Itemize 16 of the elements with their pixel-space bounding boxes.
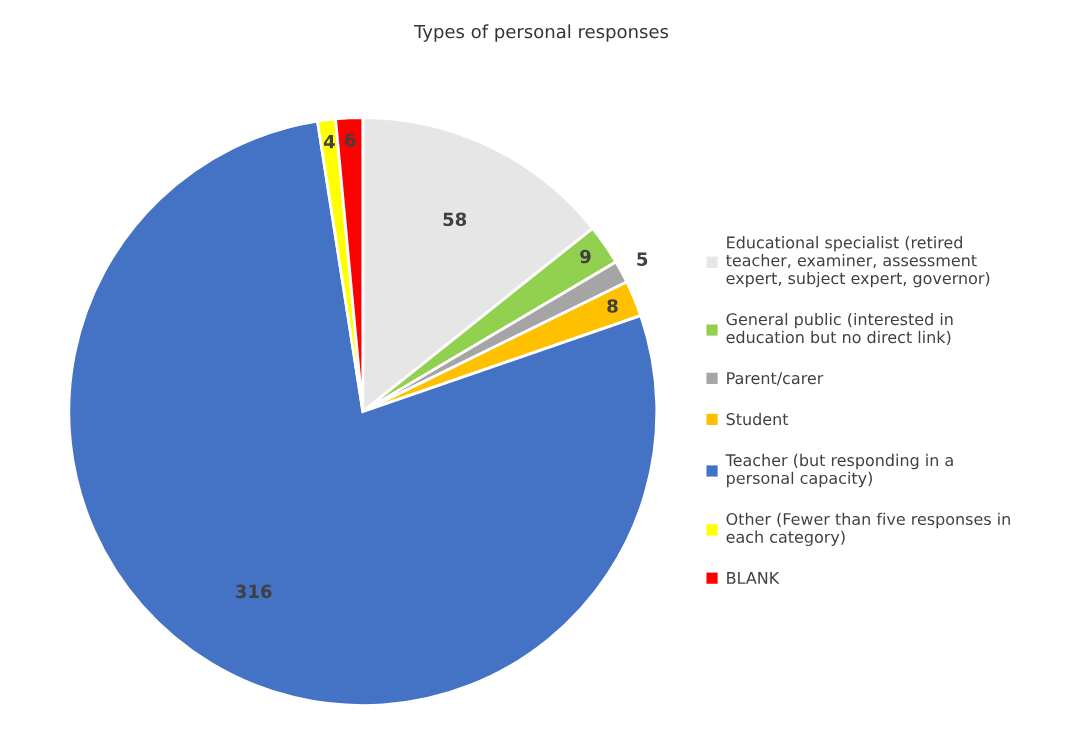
legend-label: Other (Fewer than five responses in each category)	[726, 512, 1010, 547]
legend-label: Educational specialist (retired teacher, examiner, assessment expert, subject expert, governor)	[726, 236, 990, 288]
data-label: 9	[580, 249, 591, 264]
data-label: 58	[443, 212, 467, 227]
data-label: 8	[607, 299, 618, 313]
legend-label: Parent/carer	[727, 372, 824, 386]
chart-title: Types of personal responses	[414, 24, 669, 42]
pie-slice	[67, 119, 659, 707]
data-label: 4	[323, 135, 335, 149]
legend-label: General public (interested in education but no direct link)	[726, 312, 953, 346]
legend-label: Student	[726, 412, 789, 426]
legend-label: BLANK	[727, 572, 780, 584]
data-label: 316	[236, 584, 272, 599]
legend-label: Teacher (but responding in a personal capacity)	[725, 453, 953, 488]
data-label: 6	[345, 133, 356, 147]
data-label: 5	[637, 252, 648, 266]
